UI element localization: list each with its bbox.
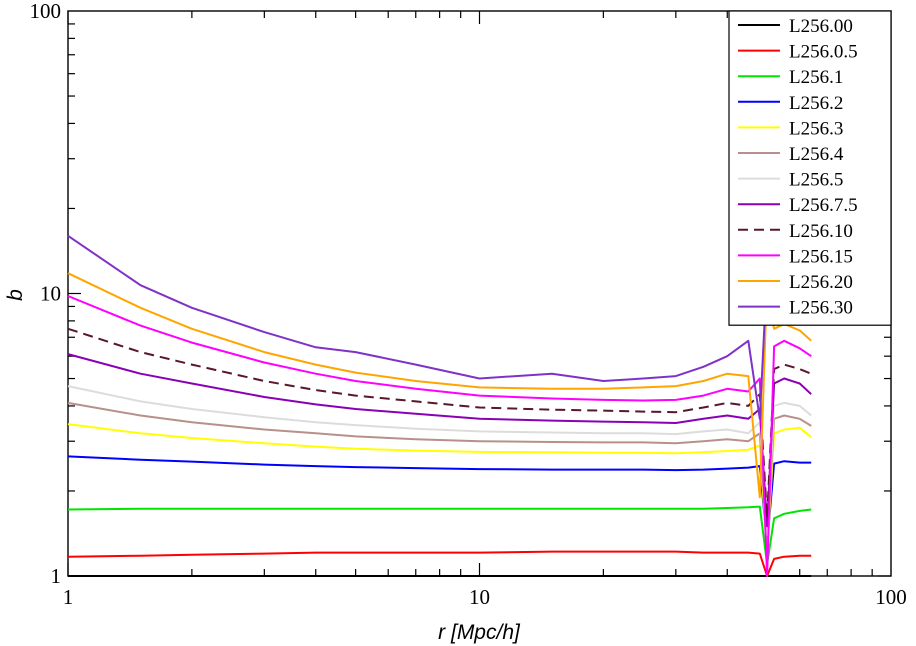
series-line: [67, 272, 812, 499]
axis-ticks: [67, 11, 891, 577]
x-tick-label: 10: [469, 585, 490, 609]
x-axis-title: r [Mpc/h]: [438, 621, 521, 644]
legend-box: [728, 10, 892, 326]
series-line: [67, 550, 812, 577]
series-line: [67, 401, 812, 545]
series-line: [67, 327, 812, 520]
series-line: [67, 455, 812, 545]
legend-label: L256.10: [789, 221, 853, 242]
y-axis-title: b: [4, 289, 27, 301]
series-line: [67, 505, 812, 566]
legend-label: L256.2: [789, 93, 843, 114]
x-tick-label: 1: [63, 585, 74, 609]
y-tick-label: 10: [40, 282, 61, 306]
legend-label: L256.7.5: [789, 195, 858, 216]
legend-label: L256.30: [789, 298, 853, 319]
y-tick-label: 100: [30, 0, 62, 23]
legend-label: L256.00: [789, 16, 853, 37]
legend: L256.00 L256.0.5 L256.1 L256.2 L256.3 L256.4 L…: [728, 10, 892, 326]
legend-label: L256.0.5: [789, 42, 858, 63]
series-lines: [67, 234, 812, 577]
legend-label: L256.3: [789, 118, 843, 139]
y-tick-label: 1: [51, 564, 62, 588]
axis-tick-labels: 1 10 100 1 10 100: [30, 0, 907, 609]
x-tick-label: 100: [875, 585, 907, 609]
legend-label: L256.15: [789, 246, 853, 267]
legend-label: L256.4: [789, 144, 844, 165]
series-line: [67, 295, 812, 577]
legend-label: L256.5: [789, 170, 843, 191]
legend-label: L256.1: [789, 67, 843, 88]
legend-label: L256.20: [789, 272, 853, 293]
series-line: [67, 423, 812, 555]
